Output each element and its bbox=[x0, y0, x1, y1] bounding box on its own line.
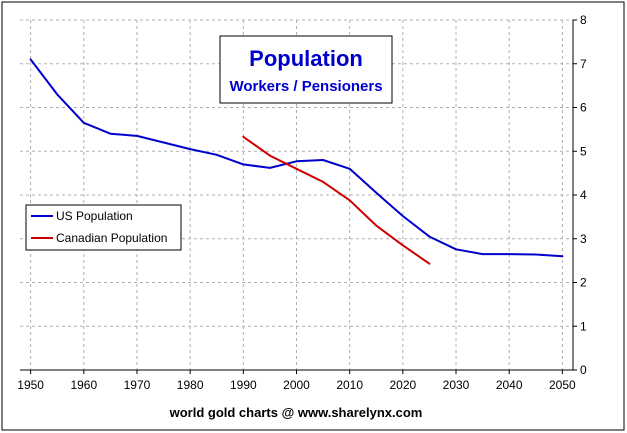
x-tick-label: 2020 bbox=[389, 378, 416, 392]
x-tick-label: 2010 bbox=[336, 378, 363, 392]
x-tick-label: 1970 bbox=[124, 378, 151, 392]
y-tick-labels: 0 1 2 3 4 5 6 7 8 bbox=[573, 13, 587, 377]
y-tick-label: 3 bbox=[580, 232, 587, 246]
series-lines bbox=[29, 58, 564, 265]
x-tick-label: 2050 bbox=[549, 378, 576, 392]
x-tick-label: 1960 bbox=[70, 378, 97, 392]
legend: US Population Canadian Population bbox=[31, 209, 167, 245]
grid-lines bbox=[20, 19, 573, 370]
y-tick-label: 0 bbox=[580, 363, 587, 377]
y-tick-label: 6 bbox=[580, 101, 587, 115]
x-tick-label: 2040 bbox=[496, 378, 523, 392]
y-tick-label: 4 bbox=[580, 188, 587, 202]
series-line-1 bbox=[242, 135, 431, 265]
y-tick-label: 2 bbox=[580, 276, 587, 290]
chart-title: Population bbox=[249, 46, 363, 71]
y-tick-label: 7 bbox=[580, 57, 587, 71]
y-tick-label: 1 bbox=[580, 319, 587, 333]
legend-label-0: US Population bbox=[56, 209, 133, 223]
footer-credit: world gold charts @ www.sharelynx.com bbox=[169, 405, 423, 420]
x-tick-label: 2030 bbox=[443, 378, 470, 392]
x-tick-labels: 1950 1960 1970 1980 1990 2000 2010 2020 2030 2040… bbox=[17, 370, 576, 392]
legend-label-1: Canadian Population bbox=[56, 231, 167, 245]
chart-subtitle: Workers / Pensioners bbox=[229, 78, 382, 95]
series-line-0 bbox=[29, 58, 564, 258]
x-tick-label: 1980 bbox=[177, 378, 204, 392]
x-tick-label: 2000 bbox=[283, 378, 310, 392]
y-tick-label: 5 bbox=[580, 144, 587, 158]
title-box bbox=[219, 35, 393, 104]
y-tick-label: 8 bbox=[580, 13, 587, 27]
legend-box bbox=[25, 204, 182, 251]
x-tick-label: 1950 bbox=[17, 378, 44, 392]
x-tick-label: 1990 bbox=[230, 378, 257, 392]
